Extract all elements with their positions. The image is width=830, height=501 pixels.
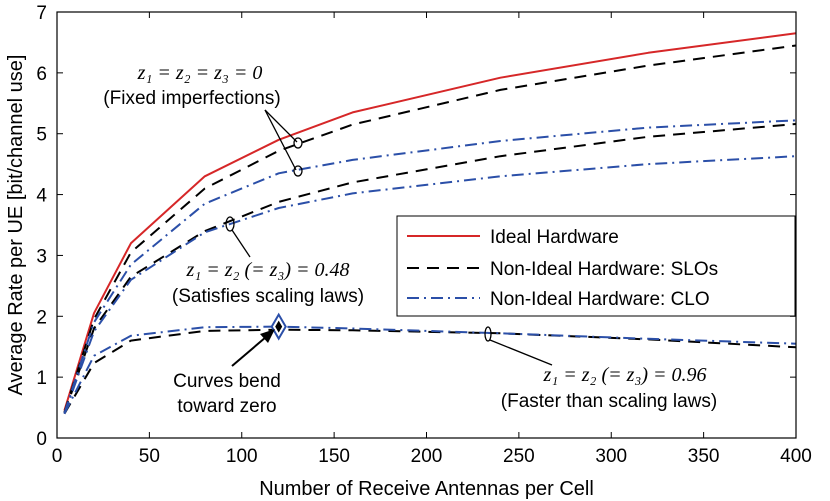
x-tick-label: 50 bbox=[139, 446, 160, 467]
annotation-satisfies-pointer bbox=[231, 229, 251, 258]
annotation-bend-line2: toward zero bbox=[177, 396, 276, 417]
legend-box bbox=[396, 215, 796, 317]
y-tick-label: 7 bbox=[36, 3, 47, 24]
legend: Ideal Hardware Non-Ideal Hardware: SLOs … bbox=[396, 215, 796, 317]
annotation-faster: z₁ = z₂ (= z₃) = 0.96 (Faster than scali… bbox=[484, 326, 717, 412]
x-tick-label: 350 bbox=[688, 446, 720, 467]
y-tick-label: 0 bbox=[36, 429, 47, 450]
annotation-faster-circle bbox=[484, 326, 492, 342]
annotation-fixed-pointer-1 bbox=[264, 109, 298, 143]
axis-tick-labels: 0 50 100 150 200 250 300 350 400 0 1 2 3 4 5 6 7 bbox=[36, 3, 811, 467]
annotation-fixed-text: (Fixed imperfections) bbox=[103, 88, 280, 109]
series-line-5 bbox=[63, 155, 797, 415]
annotation-bend-line1: Curves bend bbox=[173, 371, 281, 392]
peak-diamond-marker-inner bbox=[275, 320, 283, 333]
annotation-faster-math: z₁ = z₂ (= z₃) = 0.96 bbox=[542, 364, 706, 386]
y-tick-label: 5 bbox=[36, 125, 47, 146]
annotation-fixed-circle-1 bbox=[293, 137, 303, 149]
legend-label-ideal: Ideal Hardware bbox=[490, 227, 619, 248]
annotation-satisfies-math: z₁ = z₂ (= z₃) = 0.48 bbox=[185, 259, 349, 281]
series-line-1 bbox=[63, 44, 797, 413]
x-tick-label: 300 bbox=[595, 446, 627, 467]
y-tick-label: 4 bbox=[36, 186, 47, 207]
y-tick-label: 3 bbox=[36, 246, 47, 267]
x-tick-label: 100 bbox=[226, 446, 258, 467]
series-line-4 bbox=[63, 119, 797, 414]
x-tick-label: 400 bbox=[780, 446, 812, 467]
x-axis-label: Number of Receive Antennas per Cell bbox=[259, 478, 594, 500]
annotation-fixed: z₁ = z₂ = z₃ = 0 (Fixed imperfections) bbox=[103, 62, 303, 177]
annotation-faster-text: (Faster than scaling laws) bbox=[501, 391, 717, 412]
series-line-6 bbox=[63, 325, 797, 415]
y-tick-label: 2 bbox=[36, 307, 47, 328]
annotation-fixed-circle-2 bbox=[293, 165, 303, 177]
series-line-2 bbox=[63, 123, 797, 414]
legend-label-clo: Non-Ideal Hardware: CLO bbox=[490, 289, 710, 310]
x-tick-label: 250 bbox=[503, 446, 535, 467]
y-tick-label: 1 bbox=[36, 368, 47, 389]
annotation-fixed-math: z₁ = z₂ = z₃ = 0 bbox=[137, 62, 263, 84]
x-tick-label: 200 bbox=[411, 446, 443, 467]
annotation-faster-pointer bbox=[489, 339, 553, 366]
annotation-satisfies: z₁ = z₂ (= z₃) = 0.48 (Satisfies scaling… bbox=[172, 216, 364, 307]
series-line-0 bbox=[63, 32, 797, 411]
marker-layer bbox=[270, 312, 287, 341]
legend-label-slos: Non-Ideal Hardware: SLOs bbox=[490, 259, 718, 280]
y-axis-label: Average Rate per UE [bit/channel use] bbox=[5, 55, 27, 396]
annotation-bend-arrow-head bbox=[260, 329, 275, 343]
x-tick-label: 0 bbox=[52, 446, 63, 467]
x-tick-label: 150 bbox=[318, 446, 350, 467]
annotation-bend-arrow-shaft bbox=[231, 336, 267, 367]
annotation-fixed-pointer-2 bbox=[264, 109, 297, 171]
y-tick-label: 6 bbox=[36, 64, 47, 85]
annotation-satisfies-text: (Satisfies scaling laws) bbox=[172, 286, 364, 307]
annotation-satisfies-circle bbox=[225, 216, 235, 232]
annotation-bend: Curves bend toward zero bbox=[173, 329, 281, 417]
